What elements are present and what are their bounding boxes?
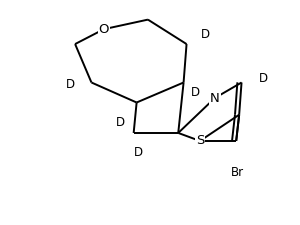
Text: D: D xyxy=(66,78,75,91)
Text: D: D xyxy=(259,72,268,85)
Text: N: N xyxy=(210,92,220,105)
Text: D: D xyxy=(116,116,125,129)
Text: D: D xyxy=(134,146,143,160)
Text: O: O xyxy=(99,23,109,36)
Text: Br: Br xyxy=(231,166,244,179)
Text: S: S xyxy=(196,135,204,147)
Text: D: D xyxy=(201,27,210,40)
Text: D: D xyxy=(191,86,200,99)
